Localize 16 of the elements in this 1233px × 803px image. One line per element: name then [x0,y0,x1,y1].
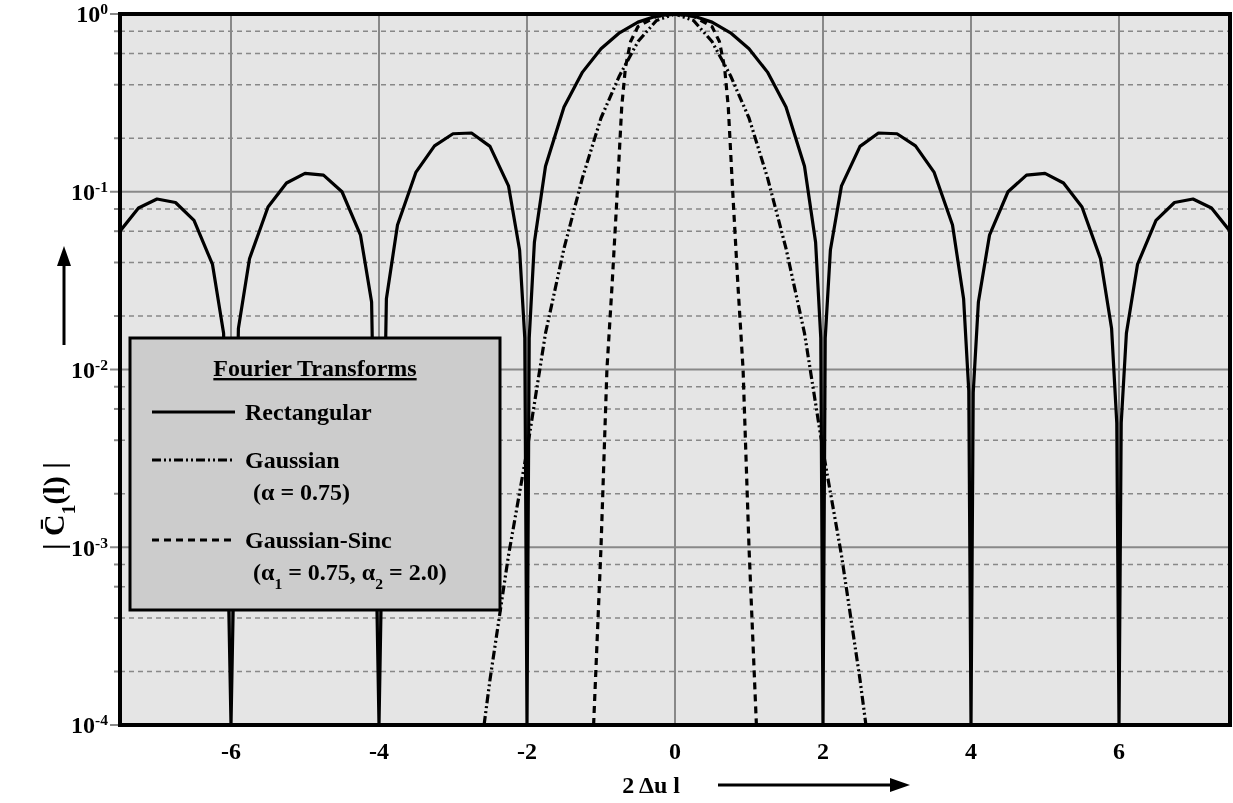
x-tick-label: -6 [221,738,241,764]
x-tick-label: -2 [517,738,537,764]
x-tick-label: 4 [965,738,977,764]
x-tick-label: 0 [669,738,681,764]
x-axis-title: 2 Δu l [622,772,681,798]
legend-label: Gaussian-Sinc (α$_{1}$ = 0.75, α$_{2}$ = 2.0) [245,527,447,592]
x-tick-label: 2 [817,738,829,764]
x-tick-label: 6 [1113,738,1125,764]
legend-label: Gaussian (α = 0.75) [245,447,351,505]
y-tick-label: 10$^{0}$ [76,0,109,28]
legend-title: Fourier Transforms [213,355,417,381]
y-tick-label: 10$^{-1}$ [71,177,108,206]
y-tick-label: 10$^{-2}$ [71,355,109,383]
x-tick-label: -4 [369,738,389,764]
legend-label: Rectangular [245,399,372,425]
y-tick-label: 10$^{-4}$ [71,710,109,739]
